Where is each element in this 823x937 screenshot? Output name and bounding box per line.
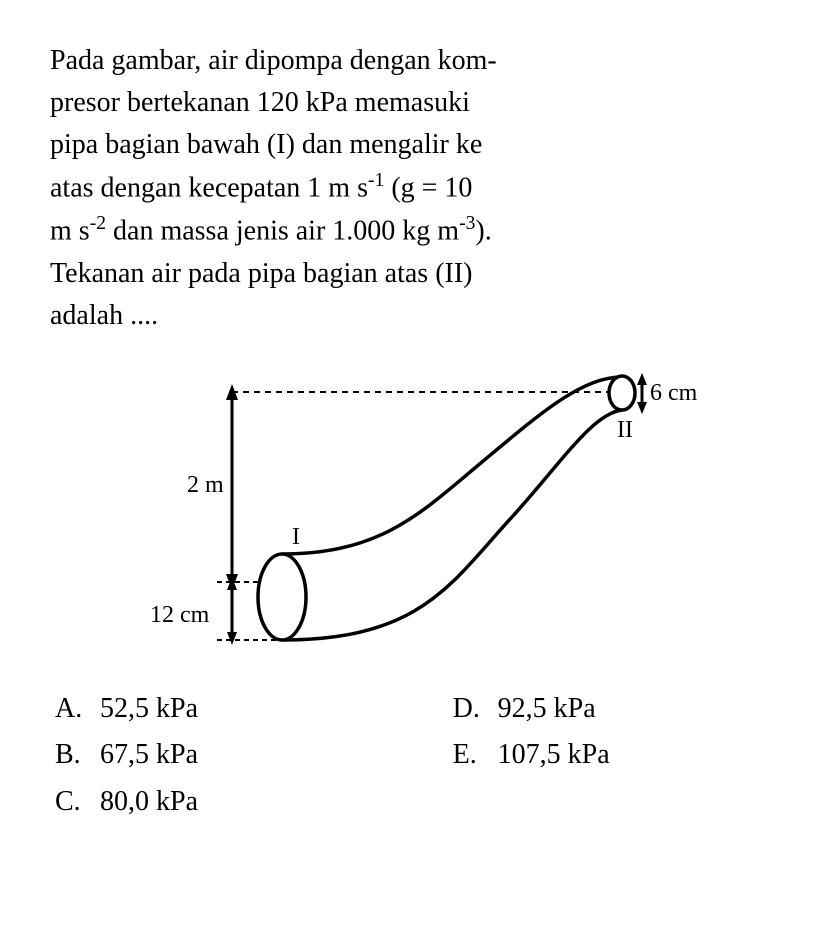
q-line3: pipa bagian bawah (I) dan mengalir ke — [50, 129, 482, 160]
top-diameter-label: 6 cm — [650, 380, 698, 406]
pipe-opening-bottom — [258, 554, 306, 640]
pipe-top-curve — [282, 377, 622, 554]
pipe-label-top: II — [617, 417, 633, 443]
question-text: Pada gambar, air dipompa dengan kom- pre… — [50, 40, 773, 337]
options-right-column: D. 92,5 kPa E. 107,5 kPa — [448, 687, 773, 827]
option-a-value: 52,5 kPa — [100, 687, 448, 732]
q-line7: adalah .... — [50, 300, 158, 331]
option-e-value: 107,5 kPa — [498, 733, 773, 778]
options-container: A. 52,5 kPa B. 67,5 kPa C. 80,0 kPa D. 9… — [50, 687, 773, 827]
q-line4-sup1: -1 — [368, 170, 384, 191]
diagram-container: 2 m 12 cm I II 6 cm — [50, 352, 773, 662]
option-b-value: 67,5 kPa — [100, 733, 448, 778]
option-d-value: 92,5 kPa — [498, 687, 773, 732]
q-line2: presor bertekanan 120 kPa memasuki — [50, 87, 470, 118]
option-b-letter: B. — [50, 733, 100, 778]
q-line4-mid: (g = 10 — [384, 172, 472, 203]
q-line4-pre: atas dengan kecepatan 1 m s — [50, 172, 368, 203]
q-line6: Tekanan air pada pipa bagian atas (II) — [50, 258, 473, 289]
option-c-value: 80,0 kPa — [100, 780, 448, 825]
q-line5-sup1: -2 — [90, 213, 106, 234]
option-a-letter: A. — [50, 687, 100, 732]
height-label: 2 m — [187, 472, 224, 498]
pipe-diagram: 2 m 12 cm I II 6 cm — [122, 352, 702, 662]
pipe-opening-top — [609, 376, 635, 410]
q-line5-sup2: -3 — [459, 213, 475, 234]
option-c-letter: C. — [50, 780, 100, 825]
option-a: A. 52,5 kPa — [50, 687, 448, 732]
option-d: D. 92,5 kPa — [448, 687, 773, 732]
bottom-dia-arrow-bot — [227, 632, 237, 645]
q-line5-pre: m s — [50, 216, 90, 247]
q-line5-post: ). — [475, 216, 491, 247]
top-dia-arrow-top — [637, 373, 647, 385]
option-b: B. 67,5 kPa — [50, 733, 448, 778]
bottom-diameter-label: 12 cm — [150, 602, 210, 628]
option-e: E. 107,5 kPa — [448, 733, 773, 778]
q-line1: Pada gambar, air dipompa dengan kom- — [50, 45, 497, 76]
option-e-letter: E. — [448, 733, 498, 778]
q-line5-mid: dan massa jenis air 1.000 kg m — [106, 216, 459, 247]
pipe-bottom-curve — [282, 410, 622, 640]
option-d-letter: D. — [448, 687, 498, 732]
option-c: C. 80,0 kPa — [50, 780, 448, 825]
top-dia-arrow-bot — [637, 402, 647, 414]
pipe-label-bottom: I — [292, 524, 300, 550]
options-left-column: A. 52,5 kPa B. 67,5 kPa C. 80,0 kPa — [50, 687, 448, 827]
